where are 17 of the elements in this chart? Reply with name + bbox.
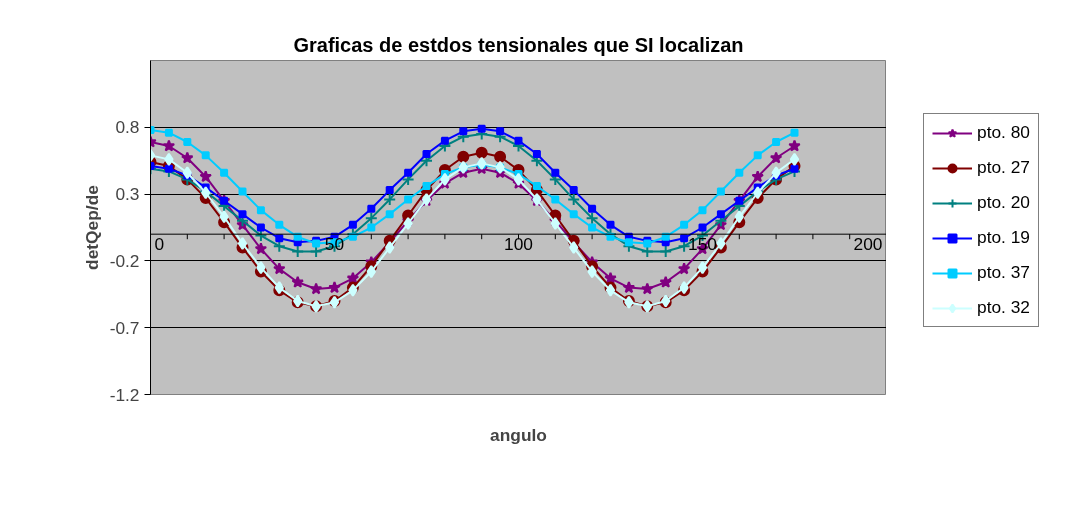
y-tick-label: -0.7 [109, 317, 140, 338]
y-tick-label: -1.2 [109, 384, 140, 405]
legend-label: pto. 27 [977, 157, 1030, 178]
legend-label: pto. 80 [977, 122, 1030, 143]
x-tick-label: 100 [504, 234, 533, 255]
legend-label: pto. 20 [977, 192, 1030, 213]
y-tick-label: 0.3 [115, 184, 140, 205]
x-tick-label: 0 [154, 234, 165, 255]
x-tick-label: 200 [853, 234, 883, 255]
y-tick-label: -0.2 [109, 250, 140, 271]
y-tick-label: 0.8 [115, 117, 140, 138]
legend-label: pto. 37 [977, 262, 1030, 283]
chart-title: Graficas de estdos tensionales que SI localizan [293, 33, 744, 56]
y-axis-title: detQep/de [81, 184, 102, 270]
legend-label: pto. 19 [977, 227, 1030, 248]
legend-label: pto. 32 [977, 297, 1030, 318]
x-axis-title: angulo [490, 424, 547, 445]
